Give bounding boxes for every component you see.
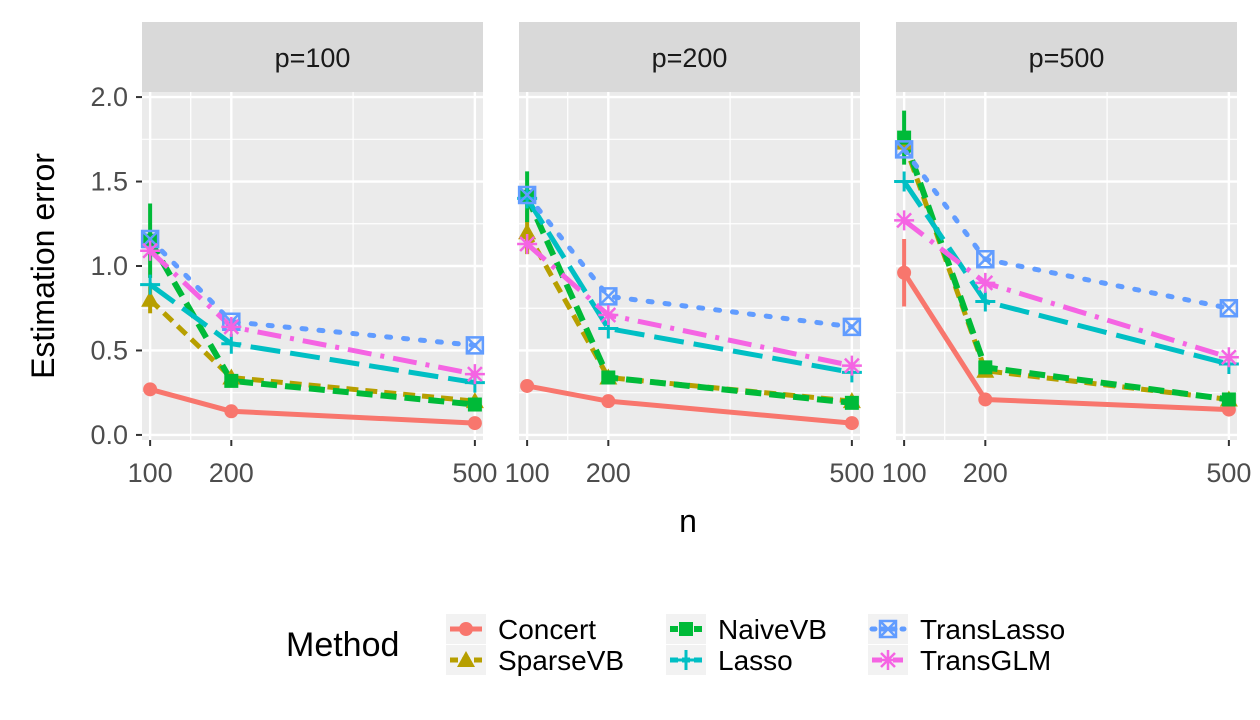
marker-translasso	[878, 619, 898, 639]
marker-sparsevb	[141, 290, 160, 307]
marker-transglm	[975, 272, 996, 293]
x-axis-label: n	[679, 503, 697, 539]
marker-transglm	[1218, 347, 1239, 368]
marker-concert	[143, 382, 158, 397]
marker-transglm	[517, 234, 538, 255]
marker-lasso	[221, 333, 242, 354]
facet-strip	[142, 22, 483, 92]
facet-strip	[519, 22, 860, 92]
facet-strip	[896, 22, 1237, 92]
legend-item-sparsevb: SparseVB	[446, 645, 624, 676]
series-line-naivevb	[147, 239, 476, 408]
facet-title: p=100	[275, 43, 351, 73]
y-axis-label: Estimation error	[25, 153, 61, 379]
marker-concert	[224, 404, 239, 419]
marker-naivevb	[467, 397, 482, 412]
marker-concert	[601, 394, 616, 409]
marker-sparsevb	[457, 651, 475, 667]
marker-concert	[978, 392, 993, 407]
marker-transglm	[894, 210, 915, 231]
y-axis: 0.0 0.5 1.0 1.5 2.0	[90, 82, 142, 450]
x-tick-label: 500	[1206, 458, 1251, 488]
series-line-translasso	[147, 236, 478, 348]
marker-translasso	[1219, 298, 1239, 318]
y-tick-label: 0.5	[90, 335, 128, 365]
marker-naivevb	[679, 622, 693, 636]
marker-naivevb	[844, 395, 859, 410]
marker-transglm	[878, 650, 898, 670]
marker-lasso	[676, 650, 696, 670]
legend-label-transglm: TransGLM	[920, 645, 1051, 676]
y-tick-label: 0.0	[90, 420, 128, 450]
marker-translasso	[599, 287, 618, 306]
marker-transglm	[464, 364, 485, 385]
x-tick-label: 200	[963, 458, 1008, 488]
x-tick-label: 500	[829, 458, 874, 488]
marker-naivevb	[1221, 392, 1236, 407]
legend-item-translasso: TransLasso	[868, 614, 1065, 645]
series-line-translasso	[524, 192, 855, 330]
marker-transglm	[598, 304, 619, 325]
marker-naivevb	[601, 370, 616, 385]
marker-concert	[459, 622, 473, 636]
y-tick-label: 2.0	[90, 82, 128, 112]
marker-translasso	[842, 317, 862, 337]
marker-transglm	[221, 316, 242, 337]
marker-translasso	[517, 185, 537, 205]
marker-concert	[897, 265, 912, 280]
y-tick-label: 1.0	[90, 251, 128, 281]
marker-translasso	[465, 336, 485, 355]
marker-translasso	[976, 249, 995, 269]
legend-item-concert: Concert	[446, 614, 596, 645]
marker-naivevb	[978, 360, 993, 375]
x-tick-label: 500	[452, 458, 497, 488]
marker-sparsevb	[518, 223, 537, 240]
facet-title: p=500	[1029, 43, 1105, 73]
marker-concert	[844, 416, 859, 431]
legend-item-lasso: Lasso	[666, 645, 793, 676]
marker-lasso	[975, 291, 996, 312]
marker-translasso	[894, 140, 914, 159]
marker-lasso	[894, 171, 915, 192]
x-tick-label: 100	[505, 458, 550, 488]
legend-label-translasso: TransLasso	[920, 614, 1065, 645]
facet-title: p=200	[652, 43, 728, 73]
panel-p-500: p=500 100 200 500	[882, 22, 1251, 488]
legend-label-sparsevb: SparseVB	[498, 645, 624, 676]
legend-label-concert: Concert	[498, 614, 596, 645]
marker-lasso	[517, 188, 538, 209]
series-line-sparsevb	[148, 297, 476, 404]
x-tick-label: 100	[882, 458, 927, 488]
marker-lasso	[140, 274, 161, 295]
legend-item-transglm: TransGLM	[868, 645, 1051, 676]
marker-concert	[467, 416, 482, 431]
panel-p-100: p=100 100 200 500	[128, 22, 497, 488]
x-tick-label: 200	[209, 458, 254, 488]
y-tick-label: 1.5	[90, 167, 128, 197]
panels-layer: p=100 100 200 500 p=200 100 200 500 p=500 100 200 5…	[128, 22, 1251, 488]
series-line-lasso	[524, 197, 853, 375]
legend-item-naivevb: NaiveVB	[666, 614, 827, 645]
x-tick-label: 200	[586, 458, 631, 488]
legend-label-naivevb: NaiveVB	[718, 614, 827, 645]
legend-label-lasso: Lasso	[718, 645, 793, 676]
marker-transglm	[841, 355, 862, 376]
panel-p-200: p=200 100 200 500	[505, 22, 874, 488]
legend-title: Method	[286, 626, 399, 664]
marker-concert	[520, 378, 535, 393]
marker-naivevb	[224, 373, 239, 388]
marker-transglm	[140, 240, 161, 261]
x-tick-label: 100	[128, 458, 173, 488]
